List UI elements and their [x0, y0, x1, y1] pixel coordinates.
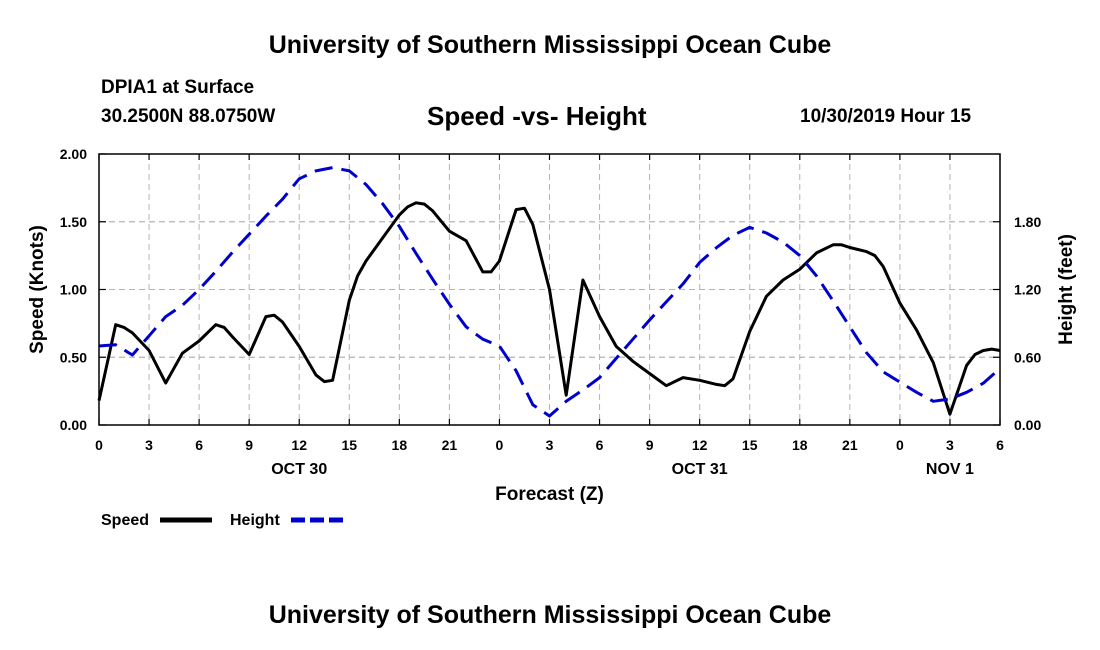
y-left-axis-title: Speed (Knots) — [27, 225, 48, 354]
footer-org-title: University of Southern Mississippi Ocean… — [268, 601, 832, 629]
station-coordinates: 30.2500N 88.0750W — [101, 106, 276, 127]
x-tick-label: 21 — [842, 437, 858, 453]
x-tick-label: 0 — [95, 437, 103, 453]
x-tick-label: 3 — [145, 437, 153, 453]
legend-label-height: Height — [230, 512, 280, 529]
x-tick-label: 0 — [896, 437, 904, 453]
y-right-tick-label: 1.20 — [1014, 282, 1041, 298]
station-name: DPIA1 at Surface — [101, 77, 255, 98]
y-right-tick-label: 0.00 — [1014, 417, 1041, 433]
x-tick-label: 6 — [596, 437, 604, 453]
x-tick-label: 6 — [996, 437, 1004, 453]
y-right-tick-label: 1.80 — [1014, 214, 1041, 230]
y-left-tick-label: 1.50 — [60, 214, 87, 230]
x-tick-label: 6 — [195, 437, 203, 453]
speed-series-line — [97, 201, 1001, 416]
x-date-label: OCT 31 — [672, 461, 728, 478]
y-left-tick-label: 2.00 — [60, 146, 87, 162]
y-left-tick-label: 1.00 — [60, 282, 87, 298]
x-tick-label: 18 — [792, 437, 808, 453]
x-tick-label: 0 — [496, 437, 504, 453]
x-tick-label: 3 — [546, 437, 554, 453]
x-tick-label: 9 — [245, 437, 253, 453]
height-series-line — [98, 166, 1001, 418]
x-date-label: OCT 30 — [271, 461, 327, 478]
x-tick-label: 12 — [692, 437, 708, 453]
x-tick-label: 18 — [392, 437, 408, 453]
y-right-axis-title: Height (feet) — [1056, 234, 1077, 345]
y-right-tick-label: 0.60 — [1014, 349, 1041, 365]
x-tick-label: 3 — [946, 437, 954, 453]
y-left-tick-label: 0.50 — [60, 349, 87, 365]
x-tick-label: 12 — [291, 437, 307, 453]
x-tick-label: 15 — [742, 437, 758, 453]
header-org-title: University of Southern Mississippi Ocean… — [268, 31, 832, 59]
x-date-label: NOV 1 — [926, 461, 974, 478]
chart-title: Speed -vs- Height — [427, 101, 647, 131]
y-left-tick-label: 0.00 — [60, 417, 87, 433]
forecast-run-time: 10/30/2019 Hour 15 — [800, 106, 972, 127]
x-tick-label: 21 — [442, 437, 458, 453]
x-axis-title: Forecast (Z) — [495, 484, 604, 505]
legend-label-speed: Speed — [101, 512, 149, 529]
x-tick-label: 15 — [341, 437, 357, 453]
x-tick-label: 9 — [646, 437, 654, 453]
